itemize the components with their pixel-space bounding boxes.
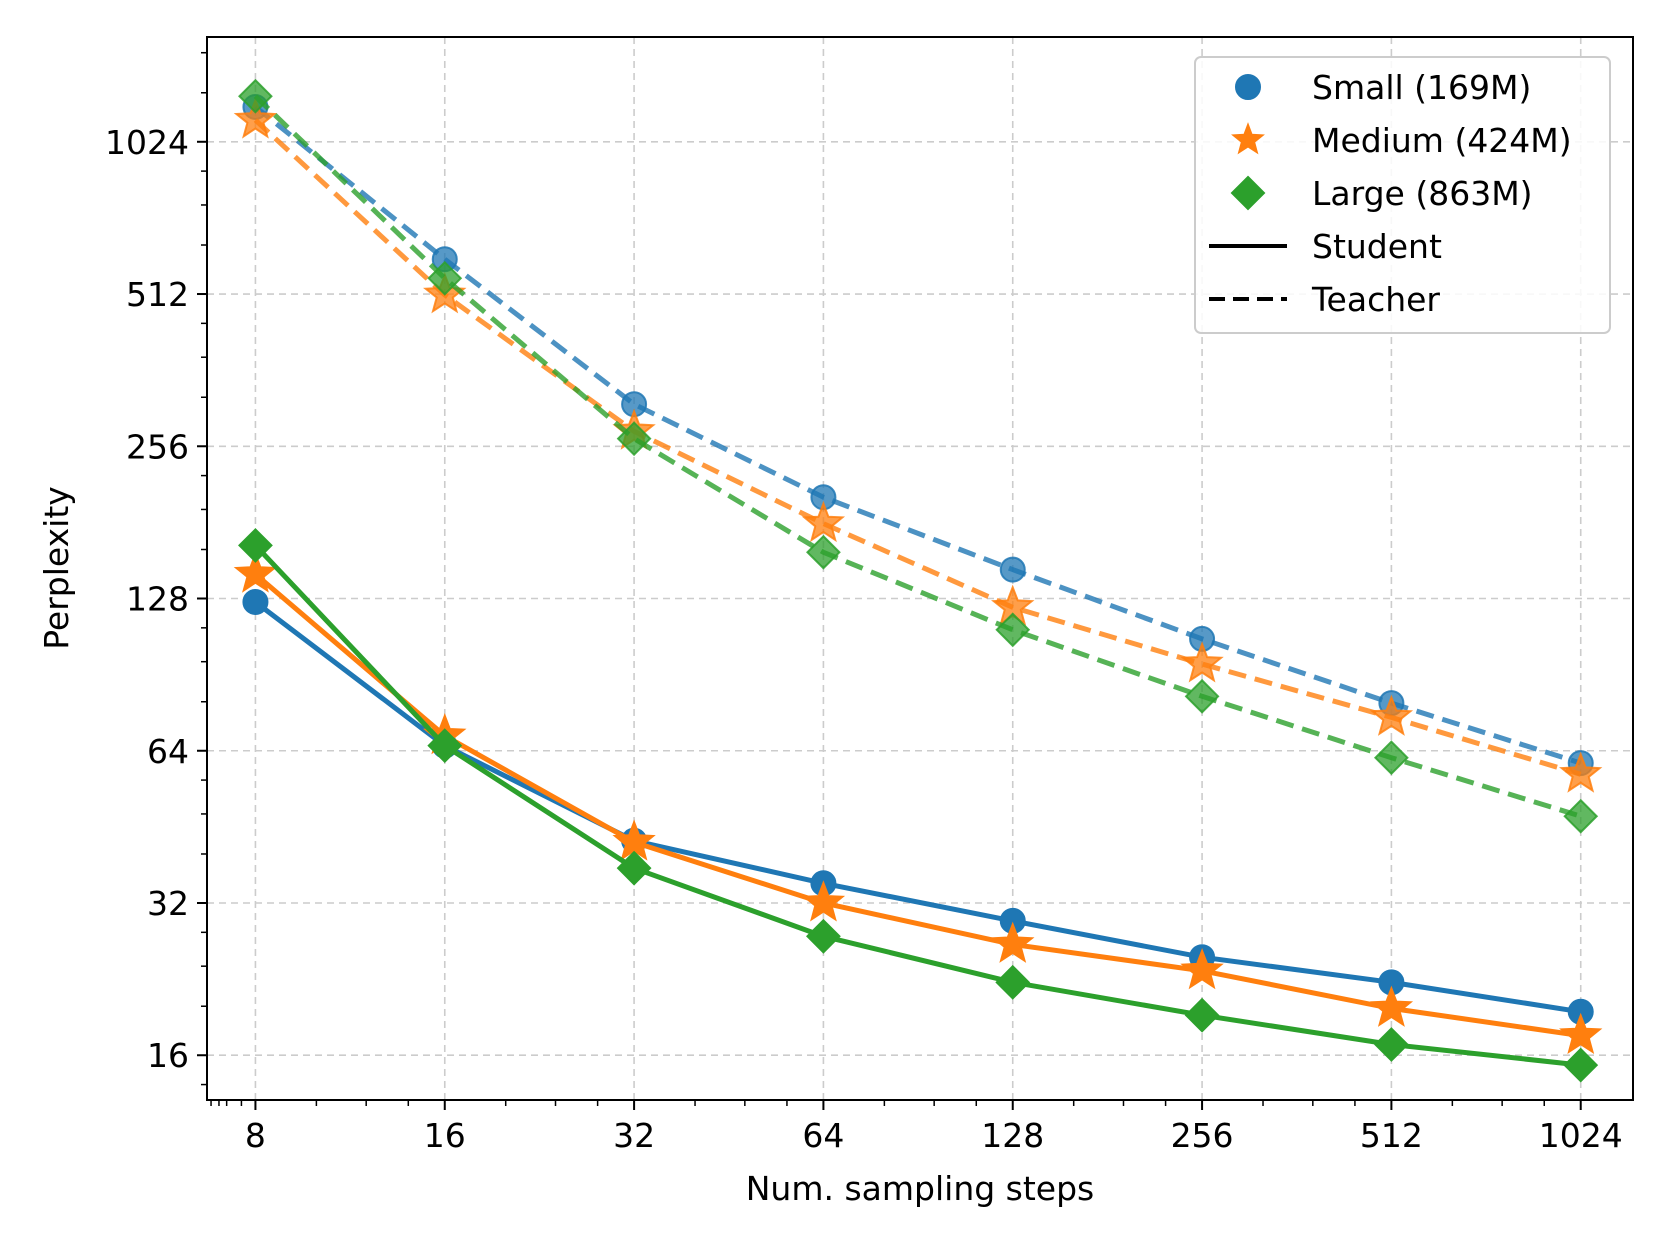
data-point-large-student <box>995 964 1031 1000</box>
data-point-medium-teacher <box>1559 751 1603 793</box>
series-line-large-teacher <box>253 94 1582 819</box>
data-point-large-teacher <box>1373 740 1409 776</box>
data-point-medium-student <box>233 551 278 593</box>
legend-label-student: Student <box>1312 227 1442 266</box>
legend-marker-large <box>1230 175 1266 211</box>
x-tick-label: 1024 <box>1539 1116 1623 1155</box>
legend-label-large: Large (863M) <box>1312 174 1533 213</box>
data-point-large-student <box>1373 1027 1409 1062</box>
data-point-large-student <box>238 528 273 563</box>
x-tick-label: 512 <box>1360 1116 1423 1155</box>
data-point-large-student <box>1184 997 1220 1033</box>
x-tick-label: 64 <box>802 1116 844 1155</box>
legend-item-student: Student <box>1209 227 1442 266</box>
data-point-medium-student <box>1559 1012 1603 1054</box>
y-tick-label: 256 <box>126 427 189 466</box>
series <box>233 78 1603 1083</box>
legend-item-teacher: Teacher <box>1209 280 1440 319</box>
y-tick-label: 16 <box>147 1036 189 1075</box>
series-line-small-teacher <box>253 104 1582 766</box>
data-point-medium-teacher <box>233 97 278 139</box>
legend-label-small: Small (169M) <box>1312 68 1531 107</box>
x-axis-label: Num. sampling steps <box>746 1169 1095 1208</box>
data-point-large-teacher <box>806 534 841 570</box>
data-point-large-teacher <box>616 421 652 457</box>
x-tick-label: 8 <box>245 1116 266 1155</box>
data-point-large-student <box>427 728 463 764</box>
data-point-medium-student <box>1369 985 1414 1027</box>
data-point-medium-teacher <box>1369 694 1414 736</box>
legend-item-medium: Medium (424M) <box>1231 121 1572 160</box>
series-line-large-student <box>253 543 1581 1068</box>
data-point-medium-student <box>801 880 846 922</box>
legend-marker-small <box>1235 74 1261 100</box>
x-tick-label: 128 <box>981 1116 1044 1155</box>
x-tick-label: 256 <box>1171 1116 1234 1155</box>
data-point-medium-student <box>1180 947 1224 990</box>
ticks: 8 16 32 64 128 256 512 1024 16 32 64 128 256 512 1024 <box>105 51 1623 1155</box>
legend-label-teacher: Teacher <box>1311 280 1440 319</box>
legend: Small (169M) Medium (424M) Large (863M) Stu… <box>1194 56 1611 334</box>
data-point-small-teacher <box>999 556 1026 583</box>
data-point-large-student <box>1563 1047 1599 1083</box>
y-tick-label: 32 <box>147 884 189 923</box>
data-point-medium-student <box>991 921 1035 963</box>
y-tick-label: 512 <box>126 275 189 314</box>
data-point-medium-teacher <box>1180 641 1224 683</box>
data-point-large-teacher <box>995 612 1031 648</box>
y-axis-label: Perplexity <box>37 486 76 650</box>
legend-marker-medium <box>1231 122 1265 155</box>
y-tick-label: 1024 <box>105 123 189 162</box>
data-point-large-teacher <box>238 78 273 114</box>
legend-item-small: Small (169M) <box>1235 68 1531 107</box>
series-large-teacher <box>238 78 1599 834</box>
data-point-medium-student <box>612 819 656 861</box>
series-large-student <box>238 528 1599 1083</box>
data-point-small-student <box>242 588 269 615</box>
data-point-large-teacher <box>427 260 463 296</box>
series-line-medium-student <box>253 572 1582 1039</box>
legend-item-large: Large (863M) <box>1230 174 1533 213</box>
legend-box <box>1194 56 1611 334</box>
data-point-large-student <box>806 918 841 954</box>
x-tick-label: 16 <box>424 1116 466 1155</box>
data-point-large-teacher <box>1184 678 1220 714</box>
x-tick-label: 32 <box>613 1116 655 1155</box>
y-tick-label: 128 <box>126 580 189 619</box>
data-point-large-student <box>616 850 652 886</box>
series-line-small-student <box>253 600 1582 1015</box>
legend-label-medium: Medium (424M) <box>1312 121 1572 160</box>
series-line-medium-teacher <box>253 118 1582 777</box>
y-tick-label: 64 <box>147 732 189 771</box>
plot-frame <box>206 36 1634 1101</box>
data-point-large-teacher <box>1563 798 1599 834</box>
data-point-medium-teacher <box>801 500 846 543</box>
